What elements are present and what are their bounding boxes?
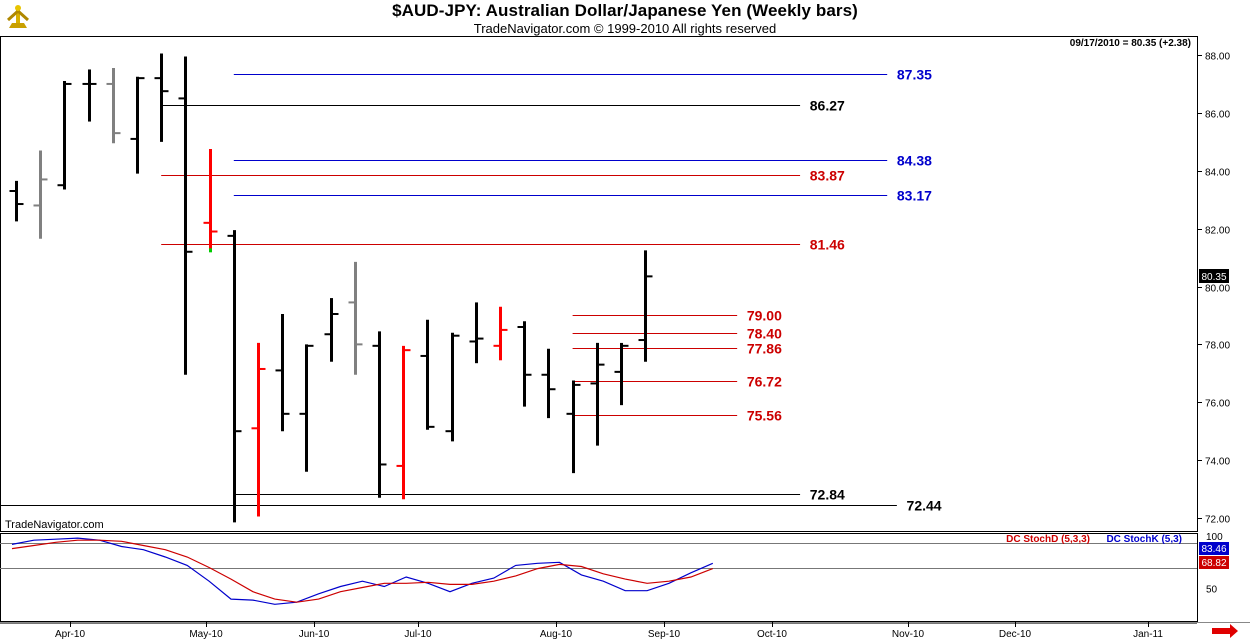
chart-title: $AUD-JPY: Australian Dollar/Japanese Yen… (392, 1, 858, 20)
last-value-readout: 09/17/2010 = 80.35 (+2.38) (1070, 38, 1191, 49)
level-label: 81.46 (810, 237, 845, 253)
stochastic-series-line (11, 539, 714, 603)
level-label: 79.00 (747, 308, 782, 324)
stochastic-legend-entry: DC StochK (5,3) (1106, 534, 1182, 545)
price-tick-label: 82.00 (1205, 226, 1230, 237)
price-panel-frame (0, 36, 1198, 532)
watermark-label: TradeNavigator.com (5, 519, 104, 531)
time-tick-label: Nov-10 (892, 629, 925, 640)
level-label: 84.38 (897, 153, 932, 169)
price-tick-label: 78.00 (1205, 341, 1230, 352)
stochastic-indicator: 100 50 83.46 68.82 DC StochD (5,3,3) DC Stoch… (0, 532, 1229, 624)
level-label: 83.17 (897, 188, 932, 204)
stochastic-value-label: 83.46 (1201, 544, 1226, 555)
time-tick-label: Jun-10 (299, 629, 330, 640)
level-label: 72.44 (907, 498, 942, 514)
level-label: 87.35 (897, 67, 932, 83)
stochastic-panel-frame (0, 533, 1198, 622)
time-tick-label: Jul-10 (404, 629, 432, 640)
stochastic-value-label: 68.82 (1201, 558, 1226, 569)
time-tick-label: Jan-11 (1133, 629, 1163, 640)
chart-header: $AUD-JPY: Australian Dollar/Japanese Yen… (0, 0, 1250, 36)
time-tick-label: May-10 (189, 629, 223, 640)
time-axis: Apr-10 May-10 Jun-10 Jul-10 Aug-10 Sep-10 Oct-… (55, 622, 1163, 640)
level-label: 77.86 (747, 341, 782, 357)
time-tick-label: Aug-10 (540, 629, 573, 640)
stochastic-tick-label: 50 (1206, 585, 1218, 596)
level-label: 83.87 (810, 168, 845, 184)
scroll-right-arrow-icon[interactable] (1212, 624, 1238, 638)
price-tick-label: 88.00 (1205, 52, 1230, 63)
last-price-tag (1199, 269, 1229, 283)
time-tick-label: Sep-10 (648, 629, 681, 640)
level-label: 75.56 (747, 408, 782, 424)
time-tick-label: Apr-10 (55, 629, 85, 640)
price-axis: 88.00 86.00 84.00 82.00 80.00 78.00 76.00 74.00… (1197, 52, 1230, 526)
level-label: 72.84 (810, 487, 845, 503)
price-tick-label: 76.00 (1205, 399, 1230, 410)
price-tick-label: 86.00 (1205, 110, 1230, 121)
trade-navigator-logo-icon (6, 5, 30, 28)
level-label: 78.40 (747, 326, 782, 342)
stochastic-value-tag (1199, 542, 1229, 555)
stochastic-tick-label: 100 (1206, 532, 1223, 543)
time-tick-label: Oct-10 (757, 629, 787, 640)
stochastic-legend-entry: DC StochD (5,3,3) (1006, 534, 1090, 545)
chart-subtitle: TradeNavigator.com © 1999-2010 All right… (473, 21, 777, 36)
price-tick-label: 84.00 (1205, 168, 1230, 179)
price-tick-label: 80.00 (1205, 284, 1230, 295)
price-tick-label: 74.00 (1205, 457, 1230, 468)
support-resistance-levels: 87.35 86.27 84.38 83.87 83.17 81.46 79.00 78.40… (0, 67, 942, 514)
stochastic-value-tag (1199, 556, 1229, 569)
stochastic-series-line (11, 537, 714, 605)
price-tick-label: 72.00 (1205, 515, 1230, 526)
level-label: 76.72 (747, 374, 782, 390)
last-price-label: 80.35 (1201, 272, 1226, 283)
level-label: 86.27 (810, 98, 845, 114)
time-tick-label: Dec-10 (999, 629, 1032, 640)
ohlc-bars (9, 53, 653, 523)
